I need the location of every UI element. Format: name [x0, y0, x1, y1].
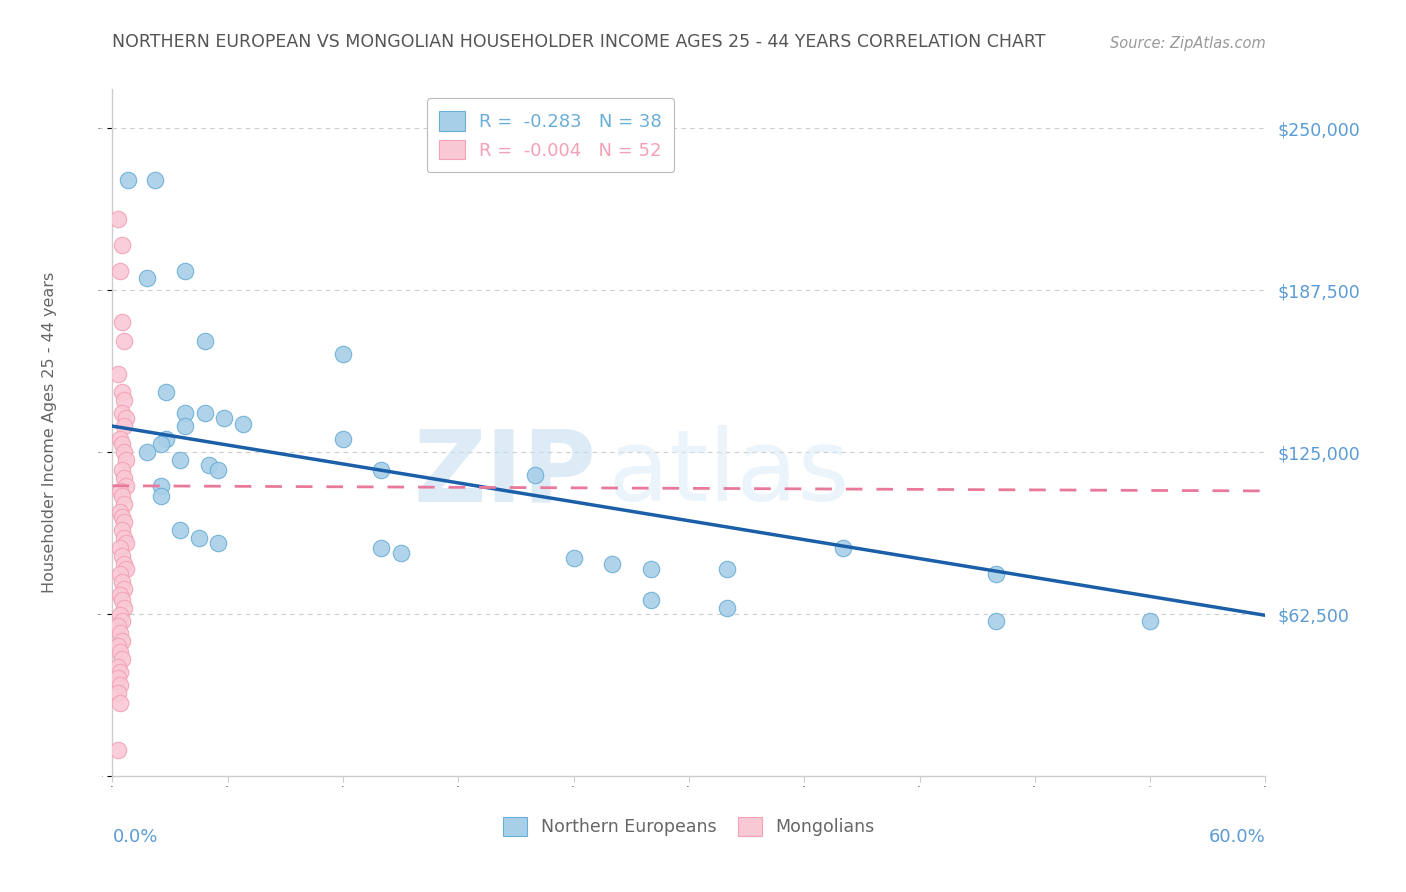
Point: [107, 640, 129, 654]
Point: [174, 419, 197, 434]
Point: [111, 592, 134, 607]
Point: [108, 608, 131, 623]
Point: [600, 557, 623, 571]
Point: [115, 562, 138, 576]
Point: [1139, 614, 1161, 628]
Point: [111, 463, 134, 477]
Point: [207, 463, 229, 477]
Point: [112, 334, 135, 348]
Point: [155, 432, 177, 446]
Point: [108, 678, 131, 692]
Point: [136, 271, 159, 285]
Text: 60.0%: 60.0%: [1209, 828, 1265, 846]
Point: [112, 393, 135, 408]
Point: [197, 458, 219, 472]
Point: [111, 406, 134, 420]
Point: [111, 437, 134, 451]
Point: [174, 406, 197, 420]
Point: [107, 686, 129, 700]
Point: [112, 419, 135, 434]
Point: [169, 453, 191, 467]
Point: [112, 471, 135, 485]
Point: [111, 385, 134, 400]
Text: NORTHERN EUROPEAN VS MONGOLIAN HOUSEHOLDER INCOME AGES 25 - 44 YEARS CORRELATION: NORTHERN EUROPEAN VS MONGOLIAN HOUSEHOLD…: [112, 33, 1046, 52]
Point: [389, 546, 412, 560]
Point: [149, 489, 172, 503]
Point: [107, 618, 129, 632]
Point: [332, 346, 354, 360]
Point: [111, 316, 134, 330]
Point: [111, 574, 134, 589]
Point: [115, 479, 138, 493]
Point: [107, 743, 129, 757]
Point: [112, 445, 135, 459]
Text: ZIP: ZIP: [413, 425, 596, 523]
Point: [107, 671, 129, 685]
Text: atlas: atlas: [609, 425, 849, 523]
Point: [111, 509, 134, 524]
Point: [108, 566, 131, 581]
Point: [562, 551, 585, 566]
Point: [117, 173, 139, 187]
Point: [831, 541, 853, 555]
Point: [212, 411, 235, 425]
Point: [149, 479, 172, 493]
Legend: Northern Europeans, Mongolians: Northern Europeans, Mongolians: [492, 806, 886, 847]
Point: [112, 582, 135, 597]
Point: [149, 437, 172, 451]
Text: 0.0%: 0.0%: [112, 828, 157, 846]
Point: [174, 263, 197, 277]
Point: [370, 541, 392, 555]
Point: [716, 600, 738, 615]
Point: [115, 535, 138, 549]
Point: [370, 463, 392, 477]
Text: Householder Income Ages 25 - 44 years: Householder Income Ages 25 - 44 years: [42, 272, 56, 593]
Point: [112, 497, 135, 511]
Point: [107, 211, 129, 226]
Point: [108, 263, 131, 277]
Point: [111, 237, 134, 252]
Point: [111, 489, 134, 503]
Point: [115, 411, 138, 425]
Point: [169, 523, 191, 537]
Point: [108, 665, 131, 680]
Point: [143, 173, 166, 187]
Point: [640, 562, 662, 576]
Point: [108, 432, 131, 446]
Point: [194, 334, 217, 348]
Point: [524, 468, 547, 483]
Point: [108, 588, 131, 602]
Point: [111, 652, 134, 666]
Point: [136, 445, 159, 459]
Point: [232, 417, 254, 431]
Point: [107, 368, 129, 382]
Point: [111, 634, 134, 648]
Point: [716, 562, 738, 576]
Point: [108, 626, 131, 640]
Point: [207, 535, 229, 549]
Point: [112, 531, 135, 545]
Point: [112, 600, 135, 615]
Point: [108, 505, 131, 519]
Point: [194, 406, 217, 420]
Point: [108, 645, 131, 659]
Point: [986, 614, 1008, 628]
Point: [986, 566, 1008, 581]
Point: [115, 453, 138, 467]
Point: [111, 614, 134, 628]
Point: [155, 385, 177, 400]
Point: [332, 432, 354, 446]
Point: [112, 557, 135, 571]
Text: Source: ZipAtlas.com: Source: ZipAtlas.com: [1109, 37, 1265, 52]
Point: [188, 531, 211, 545]
Point: [111, 523, 134, 537]
Point: [640, 592, 662, 607]
Point: [112, 515, 135, 529]
Point: [107, 660, 129, 674]
Point: [108, 541, 131, 555]
Point: [108, 483, 131, 498]
Point: [108, 697, 131, 711]
Point: [111, 549, 134, 563]
